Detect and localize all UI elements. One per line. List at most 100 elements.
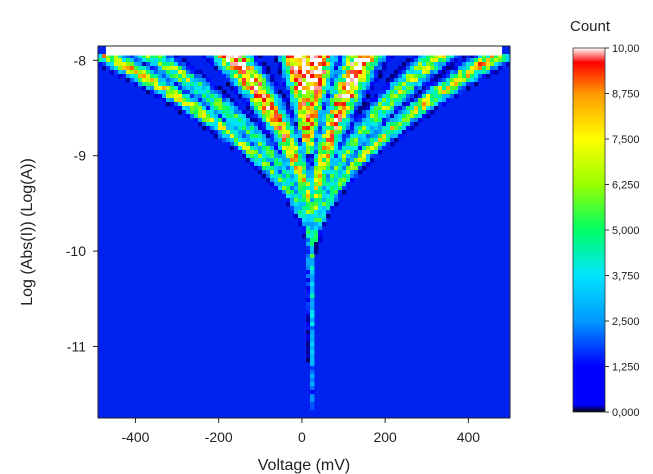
heatmap-cell	[174, 82, 179, 87]
heatmap-cell	[122, 70, 127, 75]
heatmap-cell	[306, 306, 311, 311]
heatmap-cell	[366, 110, 371, 115]
heatmap-cell	[342, 166, 347, 171]
heatmap-cell	[374, 134, 379, 139]
heatmap-cell	[162, 54, 167, 59]
heatmap-cell	[194, 94, 199, 99]
heatmap-cell	[314, 58, 319, 63]
heatmap-cell	[358, 90, 363, 95]
heatmap-cell	[234, 74, 239, 79]
heatmap-cell	[214, 66, 219, 71]
heatmap-cell	[286, 90, 291, 95]
heatmap-cell	[310, 366, 315, 371]
heatmap-cell	[294, 202, 299, 207]
heatmap-cell	[326, 98, 331, 103]
heatmap-cell	[322, 74, 327, 79]
heatmap-cell	[462, 78, 467, 83]
heatmap-cell	[170, 58, 175, 63]
heatmap-cell	[178, 58, 183, 63]
heatmap-cell	[270, 78, 275, 83]
heatmap-cell	[314, 134, 319, 139]
heatmap-cell	[374, 138, 379, 143]
heatmap-cell	[182, 86, 187, 91]
heatmap-cell	[354, 122, 359, 127]
heatmap-cell	[322, 78, 327, 83]
heatmap-cell	[398, 126, 403, 131]
heatmap-cell	[262, 170, 267, 175]
heatmap-cell	[302, 150, 307, 155]
heatmap-cell	[342, 138, 347, 143]
heatmap-cell	[318, 202, 323, 207]
heatmap-cell	[222, 70, 227, 75]
heatmap-cell	[350, 122, 355, 127]
heatmap-cell	[258, 118, 263, 123]
heatmap-cell	[426, 102, 431, 107]
colorbar-tick-label: 5,000	[612, 225, 640, 237]
heatmap-cell	[258, 122, 263, 127]
heatmap-cell	[406, 70, 411, 75]
heatmap-cell	[418, 86, 423, 91]
heatmap-cell	[286, 198, 291, 203]
heatmap-cell	[294, 142, 299, 147]
heatmap-cell	[346, 178, 351, 183]
heatmap-cell	[198, 90, 203, 95]
heatmap-cell	[322, 62, 327, 67]
heatmap-cell	[306, 302, 311, 307]
heatmap-cell	[294, 174, 299, 179]
heatmap-cell	[298, 86, 303, 91]
heatmap-cell	[146, 66, 151, 71]
heatmap-cell	[234, 114, 239, 119]
heatmap-cell	[258, 74, 263, 79]
heatmap-cell	[490, 70, 495, 75]
heatmap-cell	[310, 154, 315, 159]
heatmap-cell	[370, 158, 375, 163]
heatmap-cell	[242, 126, 247, 131]
heatmap-cell	[486, 58, 491, 63]
heatmap-cell	[410, 94, 415, 99]
heatmap-cell	[322, 54, 327, 59]
heatmap-cell	[342, 186, 347, 191]
heatmap-cell	[250, 54, 255, 59]
heatmap-cell	[306, 330, 311, 335]
heatmap-cell	[350, 126, 355, 131]
heatmap-cell	[310, 362, 315, 367]
heatmap-cell	[434, 74, 439, 79]
heatmap-cell	[298, 122, 303, 127]
heatmap-cell	[282, 106, 287, 111]
heatmap-cell	[198, 78, 203, 83]
heatmap-cell	[226, 122, 231, 127]
heatmap-cell	[314, 54, 319, 59]
heatmap-cell	[250, 134, 255, 139]
heatmap-cell	[258, 126, 263, 131]
heatmap-cell	[194, 102, 199, 107]
heatmap-cell	[266, 118, 271, 123]
heatmap-cell	[242, 98, 247, 103]
heatmap-cell	[202, 54, 207, 59]
heatmap-cell	[330, 134, 335, 139]
heatmap-cell	[134, 74, 139, 79]
heatmap-cell	[346, 182, 351, 187]
heatmap-cell	[294, 158, 299, 163]
heatmap-cell	[122, 54, 127, 59]
heatmap-cell	[318, 110, 323, 115]
heatmap-cell	[306, 158, 311, 163]
heatmap-cell	[214, 58, 219, 63]
heatmap-cell	[210, 122, 215, 127]
heatmap-cell	[182, 110, 187, 115]
heatmap-cell	[326, 170, 331, 175]
colorbar-tick-label: 1,250	[612, 362, 640, 374]
heatmap-cell	[202, 118, 207, 123]
heatmap-cell	[362, 162, 367, 167]
heatmap-cell	[298, 182, 303, 187]
heatmap-cell	[114, 66, 119, 71]
heatmap-cell	[282, 182, 287, 187]
heatmap-cell	[194, 90, 199, 95]
heatmap-cell	[170, 70, 175, 75]
heatmap-cell	[314, 162, 319, 167]
heatmap-cell	[374, 98, 379, 103]
heatmap-cell	[402, 82, 407, 87]
heatmap-cell	[286, 194, 291, 199]
heatmap-cell	[202, 114, 207, 119]
heatmap-cell	[306, 178, 311, 183]
heatmap-cell	[394, 134, 399, 139]
